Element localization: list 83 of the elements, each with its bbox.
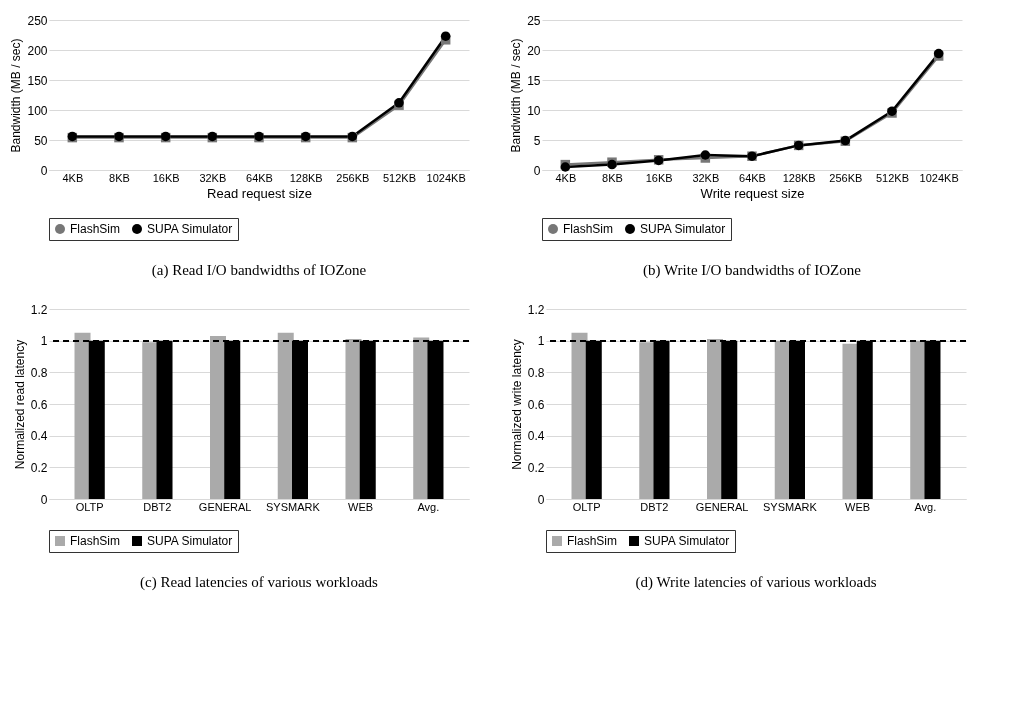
y-axis-title: Normalized read latency	[12, 339, 27, 470]
bar	[585, 340, 602, 499]
y-tick-label: 10	[527, 103, 541, 118]
x-tick-label: 32KB	[199, 171, 227, 184]
x-tick-label: 16KB	[152, 171, 180, 184]
legend-label: SUPA Simulator	[147, 222, 233, 236]
x-tick-label: DBT2	[640, 500, 669, 513]
bar	[639, 342, 656, 499]
y-tick-label: 200	[27, 43, 48, 58]
y-axis-title: Bandwidth (MB / sec)	[9, 38, 24, 153]
y-tick-label: 0.2	[30, 460, 48, 475]
y-tick-label: 15	[527, 73, 541, 88]
x-tick-label: 512KB	[875, 171, 910, 184]
y-tick-label: 0.6	[30, 397, 48, 412]
y-tick-label: 20	[527, 43, 541, 58]
x-axis-title: Read request size	[207, 185, 312, 201]
x-tick-label: 256KB	[336, 171, 370, 184]
y-tick-label: 1.2	[527, 302, 545, 317]
x-tick-label: SYSMARK	[762, 500, 818, 513]
y-tick-label: 1	[40, 334, 48, 349]
text: (c) Read latencies of various workloads	[140, 573, 379, 591]
x-tick-label: 1024KB	[919, 171, 959, 184]
y-tick-label: 0	[40, 492, 48, 507]
bar	[653, 340, 670, 499]
x-tick-label: 128KB	[782, 171, 816, 184]
x-tick-label: 1024KB	[426, 171, 466, 184]
x-tick-label: GENERAL	[198, 500, 252, 513]
bar	[721, 340, 738, 499]
bar	[842, 343, 859, 499]
y-tick-label: 1	[537, 334, 545, 349]
x-tick-label: 32KB	[692, 171, 720, 184]
y-tick-label: 0.6	[527, 397, 545, 412]
x-axis-title: Write request size	[700, 185, 805, 201]
legend-label: FlashSim	[70, 222, 121, 236]
y-tick-label: 5	[533, 133, 541, 148]
y-tick-label: 100	[27, 103, 48, 118]
point	[440, 31, 451, 41]
text: (a) Read I/O bandwidths of IOZone	[151, 261, 367, 279]
y-tick-label: 0.2	[527, 460, 545, 475]
bar	[856, 340, 873, 499]
text: (b) Write I/O bandwidths of IOZone	[643, 261, 862, 279]
legend-label: SUPA Simulator	[147, 534, 233, 548]
x-tick-label: DBT2	[143, 500, 172, 513]
bar	[924, 340, 941, 499]
x-tick-label: 8KB	[109, 171, 130, 184]
text: (d) Write latencies of various workloads	[635, 573, 877, 591]
x-tick-label: WEB	[845, 500, 871, 513]
x-tick-label: 256KB	[829, 171, 863, 184]
x-tick-label: WEB	[348, 500, 374, 513]
legend-label: FlashSim	[563, 222, 614, 236]
y-tick-label: 25	[527, 13, 541, 28]
x-tick-label: Avg.	[914, 500, 937, 513]
y-tick-label: 1.2	[30, 302, 48, 317]
x-tick-label: 64KB	[246, 171, 273, 184]
bar	[789, 340, 805, 499]
legend-label: SUPA Simulator	[640, 222, 726, 236]
y-tick-label: 0	[40, 163, 48, 178]
x-tick-label: 4KB	[62, 171, 84, 184]
y-tick-label: 250	[27, 13, 48, 28]
x-tick-label: SYSMARK	[265, 500, 321, 513]
legend-label: FlashSim	[567, 534, 618, 548]
x-tick-label: 4KB	[555, 171, 577, 184]
y-axis-title: Normalized write latency	[509, 339, 524, 470]
x-tick-label: 16KB	[645, 171, 673, 184]
x-tick-label: 128KB	[289, 171, 323, 184]
legend-label: SUPA Simulator	[644, 534, 730, 548]
y-tick-label: 0.8	[527, 365, 545, 380]
x-tick-label: GENERAL	[695, 500, 749, 513]
x-tick-label: OLTP	[75, 500, 104, 513]
y-tick-label: 150	[27, 73, 48, 88]
y-axis-title: Bandwidth (MB / sec)	[509, 38, 524, 153]
x-tick-label: 8KB	[602, 171, 623, 184]
y-tick-label: 0.4	[527, 429, 545, 444]
x-tick-label: 64KB	[739, 171, 766, 184]
x-tick-label: OLTP	[572, 500, 601, 513]
y-tick-label: 0	[533, 163, 541, 178]
y-tick-label: 0.8	[30, 365, 48, 380]
y-tick-label: 0	[537, 492, 545, 507]
y-tick-label: 50	[34, 133, 48, 148]
x-tick-label: 512KB	[382, 171, 417, 184]
x-tick-label: Avg.	[417, 500, 440, 513]
legend-label: FlashSim	[70, 534, 121, 548]
y-tick-label: 0.4	[30, 429, 48, 444]
